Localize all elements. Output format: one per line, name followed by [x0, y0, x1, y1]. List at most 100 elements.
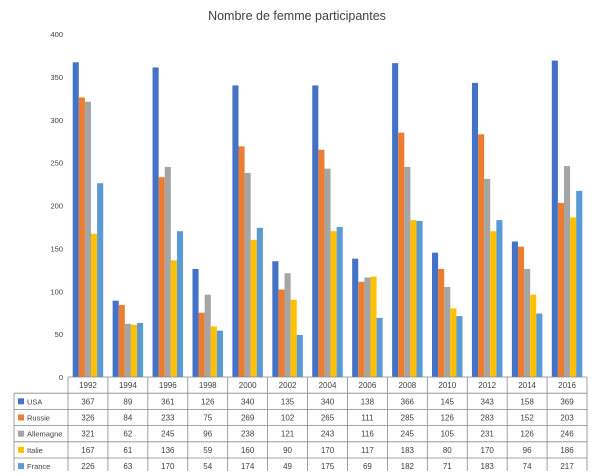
legend-swatch-allemagne — [18, 430, 24, 437]
bar-france-1994 — [137, 322, 144, 377]
data-label: 167 — [81, 446, 95, 455]
data-label: 59 — [203, 446, 212, 455]
bar-usa-1996 — [152, 67, 159, 377]
data-label: 245 — [161, 430, 175, 439]
bar-russie-2016 — [557, 202, 564, 377]
data-label: 152 — [520, 414, 534, 423]
data-label: 175 — [321, 462, 335, 471]
data-label: 138 — [361, 397, 375, 406]
legend-label-france: France — [27, 462, 50, 471]
data-label: 111 — [361, 414, 374, 423]
y-tick-label: 300 — [50, 116, 63, 125]
bar-allemagne-2010 — [444, 286, 451, 377]
bar-russie-1996 — [158, 177, 165, 377]
x-tick-label: 2008 — [398, 381, 416, 390]
bar-france-2006 — [376, 317, 383, 377]
bar-italie-1994 — [130, 324, 138, 377]
data-label: 183 — [481, 462, 495, 471]
data-label: 96 — [203, 430, 212, 439]
legend-swatch-france — [18, 463, 24, 470]
data-label: 145 — [441, 397, 455, 406]
x-tick-label: 2006 — [359, 381, 377, 390]
data-label: 340 — [321, 397, 335, 406]
data-label: 321 — [81, 430, 95, 439]
bar-usa-2000 — [232, 85, 239, 377]
y-axis: 0 50 100 150 200 250 300 350 400 — [50, 30, 63, 382]
data-table: 1992 1994 1996 1998 2000 2002 2004 2006 2008 2010… — [13, 376, 588, 475]
x-tick-label: 2010 — [438, 381, 456, 390]
legend-swatch-usa — [18, 398, 24, 405]
data-label: 89 — [123, 397, 132, 406]
data-label: 49 — [283, 462, 292, 471]
data-label: 186 — [560, 446, 574, 455]
data-label: 136 — [161, 446, 175, 455]
bar-france-2004 — [336, 226, 343, 377]
bar-usa-2014 — [511, 241, 518, 377]
data-label: 238 — [241, 430, 255, 439]
bar-italie-2012 — [490, 231, 497, 377]
data-label: 245 — [401, 430, 415, 439]
data-label: 231 — [481, 430, 495, 439]
data-label: 84 — [123, 414, 132, 423]
x-tick-label: 1992 — [79, 381, 97, 390]
bar-italie-2006 — [370, 276, 377, 377]
bar-france-2012 — [496, 220, 503, 377]
bar-russie-2010 — [438, 268, 445, 377]
data-label: 170 — [321, 446, 335, 455]
data-label: 265 — [321, 414, 335, 423]
data-label: 285 — [401, 414, 415, 423]
data-label: 126 — [441, 414, 455, 423]
x-tick-label: 2016 — [558, 381, 576, 390]
data-label: 183 — [401, 446, 415, 455]
bar-allemagne-1994 — [124, 323, 131, 377]
data-label: 158 — [520, 397, 534, 406]
bar-france-2002 — [296, 334, 303, 377]
x-tick-label: 2002 — [279, 381, 297, 390]
data-label: 340 — [241, 397, 255, 406]
bar-italie-2008 — [410, 220, 417, 377]
data-label: 174 — [241, 462, 255, 471]
bar-france-2014 — [536, 313, 543, 377]
legend-label-allemagne: Allemagne — [27, 430, 62, 439]
legend-label-usa: USA — [27, 397, 42, 406]
data-label: 246 — [560, 430, 574, 439]
bar-usa-2012 — [471, 82, 479, 377]
bar-usa-2006 — [352, 258, 359, 377]
bar-italie-2016 — [570, 217, 577, 377]
data-label: 75 — [203, 414, 212, 423]
data-label: 203 — [560, 414, 574, 423]
bar-usa-2004 — [312, 85, 319, 377]
bar-allemagne-2014 — [524, 268, 531, 377]
data-label: 61 — [123, 446, 132, 455]
bar-russie-1998 — [198, 312, 205, 377]
data-label: 243 — [321, 430, 335, 439]
data-label: 116 — [361, 430, 374, 439]
legend-swatch-russie — [18, 414, 24, 421]
bar-russie-2008 — [398, 132, 405, 377]
bar-france-1998 — [216, 330, 223, 377]
data-label: 170 — [161, 462, 175, 471]
data-label: 226 — [81, 462, 95, 471]
bar-russie-2000 — [238, 146, 245, 377]
legend-label-italie: Italie — [27, 446, 43, 455]
y-tick-label: 400 — [50, 30, 63, 39]
data-label: 367 — [81, 397, 95, 406]
bar-usa-2002 — [272, 261, 279, 377]
x-tick-label: 1994 — [119, 381, 137, 390]
bar-france-2016 — [576, 190, 583, 377]
y-tick-label: 150 — [50, 244, 63, 253]
bar-usa-2008 — [392, 63, 399, 378]
data-label: 126 — [201, 397, 215, 406]
bar-france-2008 — [416, 220, 423, 377]
data-label: 121 — [281, 430, 295, 439]
bar-allemagne-2012 — [484, 178, 491, 377]
legend-label-russie: Russie — [27, 414, 50, 423]
y-tick-label: 50 — [55, 330, 63, 339]
bar-allemagne-2000 — [244, 172, 251, 377]
data-label: 160 — [241, 446, 255, 455]
data-label: 326 — [81, 414, 95, 423]
x-tick-label: 2004 — [319, 381, 337, 390]
bar-usa-2016 — [551, 60, 558, 377]
data-label: 369 — [560, 397, 574, 406]
